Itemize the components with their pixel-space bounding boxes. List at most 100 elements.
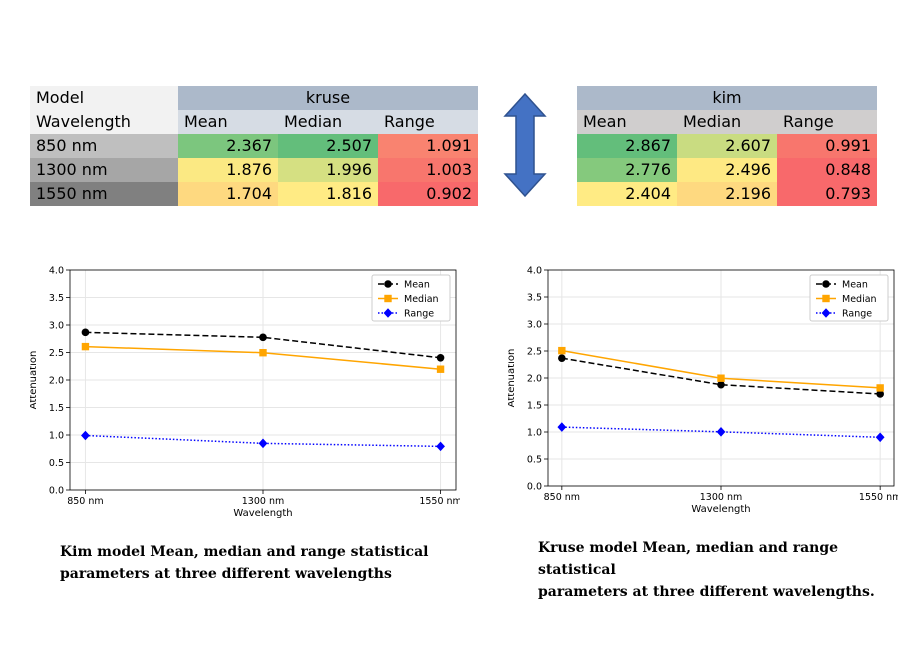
- kruse-value-cell: 1.996: [278, 158, 378, 182]
- double-arrow-shape: [503, 92, 547, 198]
- wavelength-row-label: 1550 nm: [30, 182, 178, 206]
- kruse-series-mean-point: [717, 380, 725, 389]
- kruse-y-axis-label: Attenuation: [508, 349, 517, 408]
- kim-value-cell: 2.607: [677, 134, 777, 158]
- kim-caption-line-1: Kim model Mean, median and range statist…: [60, 544, 429, 560]
- kruse-ytick-label: 3.5: [527, 293, 542, 304]
- kruse-ytick-label: 2.0: [527, 374, 542, 385]
- kim-series-range-point: [258, 438, 268, 449]
- kruse-ytick-label: 0.0: [527, 482, 542, 493]
- kim-col-header: Range: [777, 110, 877, 134]
- wavelength-header-label: Wavelength: [30, 110, 178, 134]
- kruse-value-cell: 1.091: [378, 134, 478, 158]
- kim-ytick-label: 0.0: [49, 486, 64, 497]
- wavelength-row-label: 850 nm: [30, 134, 178, 158]
- kruse-series-mean: [558, 354, 884, 398]
- kim-series-mean-point: [259, 333, 267, 342]
- kruse-ytick-label: 4.0: [527, 266, 542, 277]
- kim-value-cell: 2.196: [677, 182, 777, 206]
- kim-series-range: [81, 430, 445, 452]
- kruse-series-median-point: [876, 384, 884, 392]
- kruse-xtick-label: 850 nm: [544, 492, 580, 503]
- model-header-label: Model: [30, 86, 178, 110]
- kruse-legend-mean-label: Mean: [842, 280, 868, 291]
- kruse-legend-range-marker: [821, 308, 831, 318]
- kruse-legend-box: [809, 274, 889, 322]
- kim-value-cell: 2.404: [577, 182, 677, 206]
- kruse-legend-median-marker: [822, 294, 830, 303]
- kim-value-cell: 2.776: [577, 158, 677, 182]
- kruse-series-median-point: [558, 346, 566, 355]
- kim-value-cell: 0.848: [777, 158, 877, 182]
- kim-legend-range-label: Range: [404, 309, 434, 320]
- kim-value-cell: 2.496: [677, 158, 777, 182]
- kruse-series-range: [557, 422, 885, 443]
- kim-legend-median-label: Median: [404, 294, 439, 305]
- kim-xtick-label: 850 nm: [67, 496, 103, 507]
- kruse-caption-line-1: Kruse model Mean, median and range stati…: [538, 540, 839, 578]
- kruse-ytick-label: 2.5: [527, 347, 542, 358]
- kim-series-median-point: [259, 349, 267, 357]
- kruse-value-cell: 2.507: [278, 134, 378, 158]
- kruse-value-cell: 1.876: [178, 158, 278, 182]
- kim-ytick-label: 1.5: [49, 403, 64, 414]
- kim-legend-median-marker: [384, 294, 392, 303]
- kim-series-range-point: [436, 441, 445, 452]
- kim-ytick-label: 3.5: [49, 293, 64, 304]
- kruse-value-cell: 1.816: [278, 182, 378, 206]
- kim-ytick-label: 0.5: [49, 458, 64, 469]
- kim-chart: 0.0 0.5 1.0 1.5 2.0 2.5 3.0 3.5 4.0 850 nm 1300 nm…: [30, 262, 460, 524]
- kruse-series-mean-point: [558, 354, 566, 362]
- kim-legend-range-marker: [383, 308, 393, 318]
- kim-col-header: Median: [677, 110, 777, 134]
- wavelength-row-label: 1300 nm: [30, 158, 178, 182]
- kim-value-cell: 0.991: [777, 134, 877, 158]
- kruse-ytick-label: 1.0: [527, 428, 542, 439]
- kruse-xtick-label: 1550 nm: [859, 492, 898, 503]
- kim-series-mean-point: [81, 328, 90, 337]
- kruse-series-median-point: [717, 374, 725, 382]
- kruse-ytick-label: 0.5: [527, 455, 542, 466]
- kruse-series-mean-point: [876, 390, 884, 398]
- kim-series-range-point: [81, 430, 90, 441]
- kruse-plot-frame: [547, 269, 895, 487]
- kim-series-median-point: [81, 342, 90, 351]
- kim-series-mean-point: [436, 353, 445, 362]
- kruse-legend-median-label: Median: [842, 294, 877, 305]
- kim-chart-caption: Kim model Mean, median and range statist…: [60, 541, 428, 585]
- kim-series-mean-line: [85, 331, 441, 359]
- kim-value-cell: 0.793: [777, 182, 877, 206]
- kruse-value-cell: 1.704: [178, 182, 278, 206]
- kim-chart-svg: 0.0 0.5 1.0 1.5 2.0 2.5 3.0 3.5 4.0 850 nm 1300 nm…: [30, 266, 460, 520]
- kim-plot-frame: [69, 269, 457, 491]
- kruse-ytick-label: 3.0: [527, 320, 542, 331]
- kruse-col-header: Median: [278, 110, 378, 134]
- kim-value-cell: 2.867: [577, 134, 677, 158]
- kruse-col-header: Mean: [178, 110, 278, 134]
- double-arrow-icon: [479, 86, 577, 204]
- kim-ytick-label: 4.0: [49, 266, 64, 277]
- kruse-chart: 0.0 0.5 1.0 1.5 2.0 2.5 3.0 3.5 4.0 850 nm 1300 nm…: [508, 262, 898, 524]
- kim-group-header: kim: [577, 86, 877, 110]
- kim-legend-mean-marker: [384, 280, 392, 288]
- kruse-series-range-point: [557, 422, 567, 432]
- kim-ytick-label: 2.0: [49, 376, 64, 387]
- kruse-value-cell: 2.367: [178, 134, 278, 158]
- kruse-xtick-label: 1300 nm: [700, 492, 742, 503]
- kim-col-header: Mean: [577, 110, 677, 134]
- kim-series-median-point: [436, 365, 445, 373]
- kim-xtick-label: 1300 nm: [242, 496, 284, 507]
- kim-caption-line-2: parameters at three different wavelength…: [60, 566, 392, 582]
- kruse-group-header: kruse: [178, 86, 478, 110]
- kruse-x-axis-label: Wavelength: [691, 504, 750, 515]
- kruse-series-range-point: [716, 427, 726, 437]
- kruse-value-cell: 0.902: [378, 182, 478, 206]
- kruse-series-range-line: [561, 426, 881, 439]
- kruse-chart-caption: Kruse model Mean, median and range stati…: [538, 537, 919, 603]
- kim-ytick-label: 1.0: [49, 431, 64, 442]
- kruse-value-cell: 1.003: [378, 158, 478, 182]
- kruse-caption-line-2: parameters at three different wavelength…: [538, 584, 875, 600]
- kim-legend-box: [371, 274, 451, 322]
- kim-series-mean: [81, 328, 445, 362]
- kruse-chart-svg: 0.0 0.5 1.0 1.5 2.0 2.5 3.0 3.5 4.0 850 nm 1300 nm…: [508, 266, 898, 516]
